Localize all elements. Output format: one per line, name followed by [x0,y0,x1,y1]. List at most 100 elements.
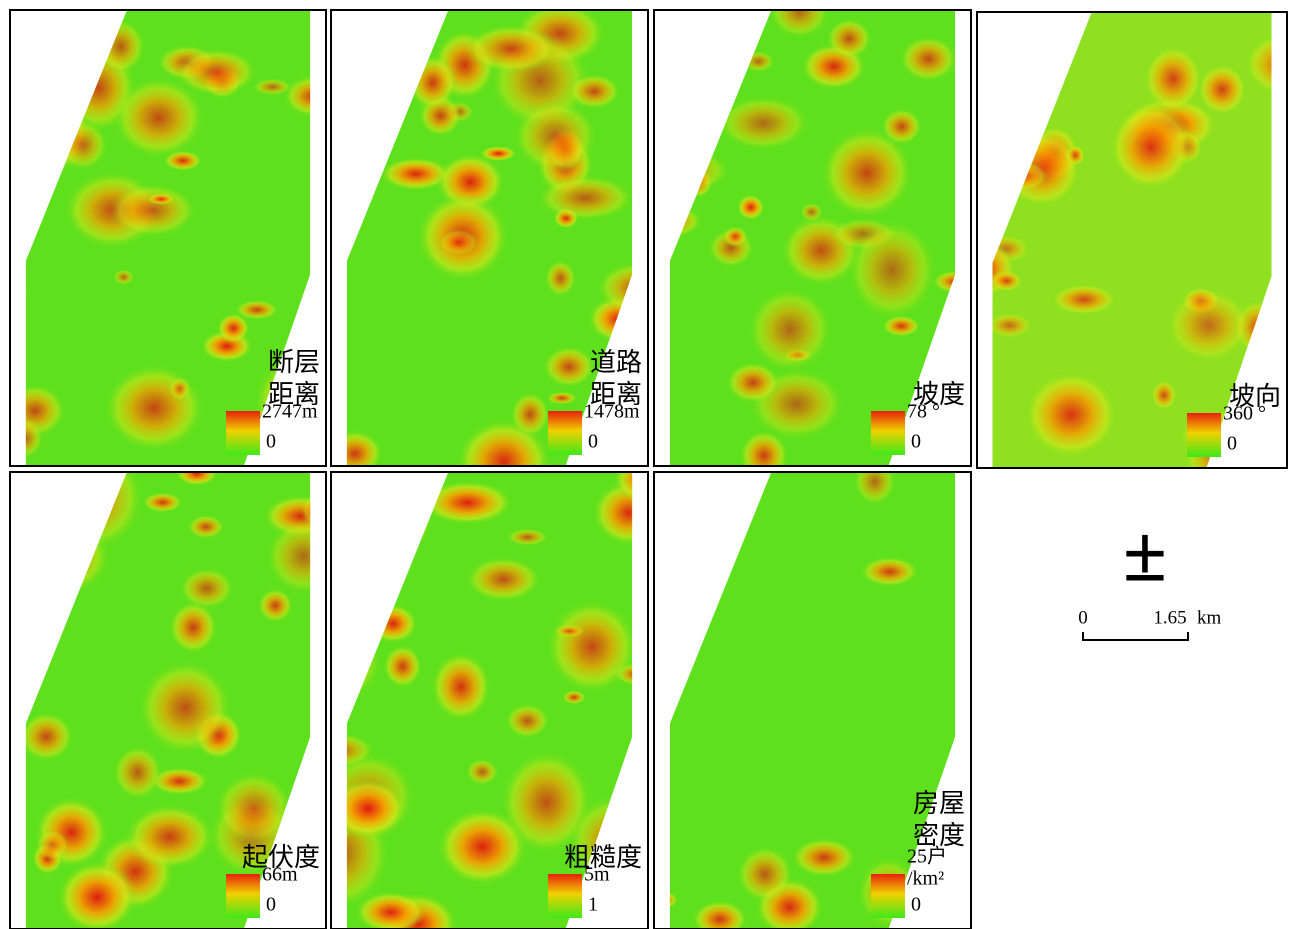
panel-title: 距离 [268,380,320,409]
raster-spot [113,269,134,284]
legend-min: 0 [911,894,921,916]
raster-spot [507,529,548,546]
raster-spot [547,600,637,692]
raster-spot [511,392,549,436]
raster-spot [748,288,831,372]
raster-spot [16,519,110,595]
raster-spot [568,74,620,109]
raster-spot [253,79,291,96]
raster-spot [125,804,214,869]
raster-spot [176,49,257,96]
raster-spot [547,392,577,405]
raster-spot [147,193,176,205]
panel-title: 粗糙度 [564,843,642,872]
raster-spot [718,96,809,150]
raster-spot [480,146,516,161]
legend-min: 0 [266,894,276,916]
raster-spot [312,171,373,204]
raster-spot [143,492,183,512]
raster [312,2,675,504]
panel-title: 断层 [268,348,320,377]
raster-spot [9,418,43,458]
raster-spot [438,229,478,256]
scale-start: 0 [1078,607,1088,628]
raster-spot [1143,45,1203,113]
legend-min: 0 [588,431,598,453]
legend-ramp [1187,413,1221,457]
panel-title: 坡向 [1229,382,1281,411]
raster-spot [105,365,204,451]
raster-spot [258,589,293,622]
raster-spot [0,287,27,303]
raster-spot [545,260,576,296]
raster-spot [216,772,293,845]
raster-spot [217,313,249,343]
scale-end: 1.65 [1153,607,1186,628]
raster-spot [330,779,405,839]
raster-spot [800,203,822,222]
raster-spot [1165,287,1252,363]
raster-spot [543,346,594,387]
raster-spot [465,24,557,73]
raster-spot [371,484,433,552]
raster-spot [109,184,196,237]
raster-spot [562,690,586,704]
map-panel: 25户/km²0房屋密度 [643,459,971,929]
scale-unit: km [1197,607,1222,628]
raster-spot [422,481,512,525]
raster-spot [737,846,793,902]
raster-spot [0,136,50,180]
north-arrow: ± [1123,510,1167,598]
raster-spot [597,262,674,313]
raster-spot [514,100,597,172]
raster-spot [169,377,191,400]
raster-spot [861,557,919,587]
raster-spot [506,704,549,738]
panel-title: 起伏度 [242,843,320,872]
raster-spot [792,838,856,877]
raster-spot [438,808,527,884]
raster-spot [369,604,417,643]
raster-spot [737,195,764,220]
raster-spot [662,0,752,60]
legend-ramp [226,411,260,455]
raster-spot [538,175,634,220]
raster-spot [409,55,457,110]
raster-spot [383,645,421,687]
raster-spot [990,270,1023,292]
raster-spot [180,568,234,609]
raster-spot [727,362,780,403]
raster-spot [614,456,675,503]
raster-spot [1007,152,1028,169]
panel-title: 距离 [590,380,642,409]
raster-spot [36,830,69,861]
legend-min: 1 [588,894,598,916]
raster-spot [742,51,774,72]
raster-spot [979,101,1048,155]
map-figure: ± 0 1.65 km 2747m0断层距离1478m0道路距离78 °0坡度3… [0,0,1292,929]
raster-spot [1005,4,1033,31]
raster-spot [1151,380,1177,411]
legend-ramp [871,874,905,918]
map-panel: 360 °0坡向 [931,0,1292,491]
map-panel: 66m0起伏度 [0,448,341,929]
panel-title: 密度 [913,821,965,850]
raster-spot [169,601,217,653]
map-panel: 78 °0坡度 [620,0,977,481]
raster-spot [139,661,231,754]
raster-spot [1023,370,1119,459]
raster-spot [723,226,748,246]
legend-ramp [871,411,905,455]
panel-title: 坡度 [913,380,965,409]
legend-min: 0 [911,431,921,453]
legend-max: /km² [907,868,944,890]
raster-spot [59,120,107,170]
raster-spot [267,519,341,593]
raster-spot [97,19,145,74]
raster-spot [38,522,81,550]
legend-min: 0 [266,431,276,453]
raster-spot [466,759,498,785]
raster-spot [0,114,56,161]
